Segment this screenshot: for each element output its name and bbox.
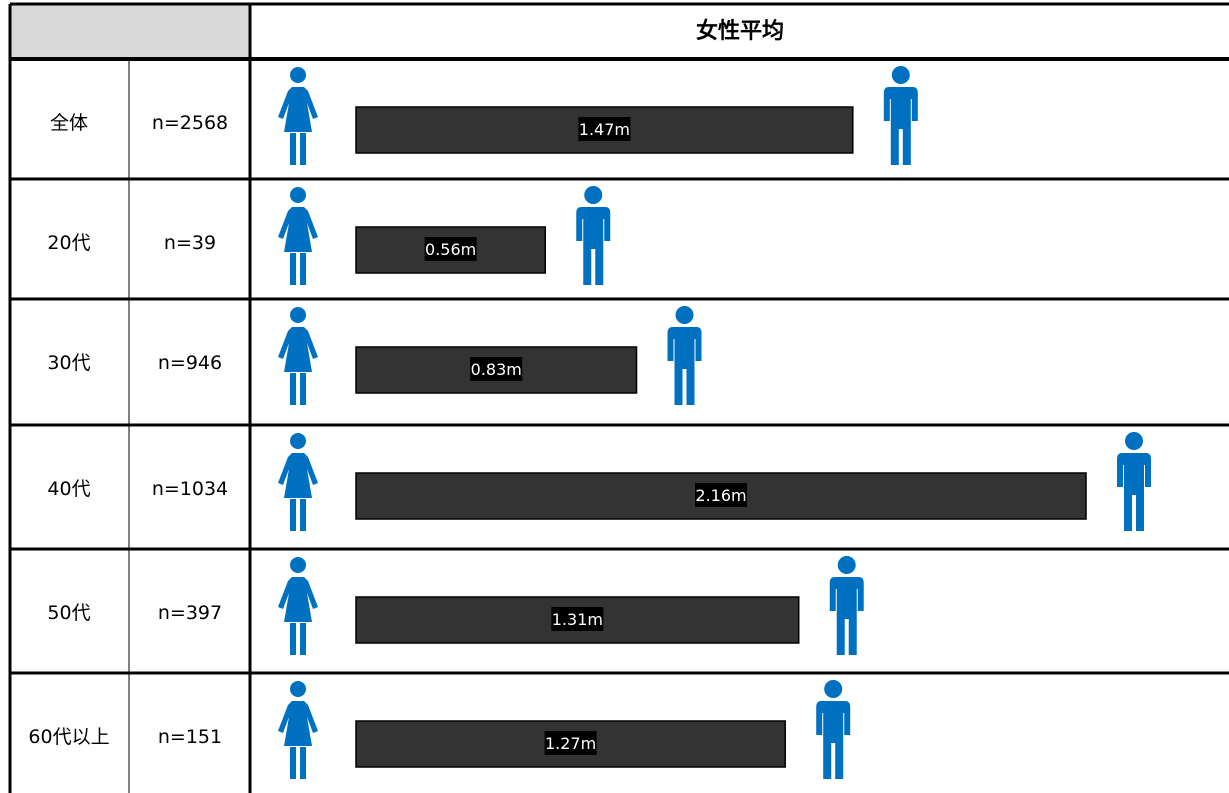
rows-layer: 全体 n=2568 1.47m 20代 n=39 0.56m 30代 n=946 0.83m 40… [10,66,1229,779]
value-label-bg [578,117,631,141]
value-label: 2.16m [695,486,746,505]
female-figure-icon [278,681,318,779]
chart-title: 女性平均 [696,18,784,44]
row-category-label: 50代 [47,602,90,624]
table-row: 20代 n=39 0.56m [10,177,1229,285]
value-label-bg [551,607,604,631]
table-row: 40代 n=1034 2.16m [10,423,1229,531]
male-figure-icon [829,556,864,655]
table-row: 全体 n=2568 1.47m [50,66,918,165]
row-sample-size: n=39 [164,232,216,254]
row-category-label: 全体 [50,112,88,134]
value-label: 0.83m [471,360,522,379]
row-sample-size: n=946 [158,352,222,374]
value-label: 1.31m [552,610,603,629]
female-figure-icon [278,433,318,531]
male-figure-icon [576,186,611,285]
row-sample-size: n=151 [158,726,222,748]
row-category-label: 60代以上 [28,726,109,748]
female-figure-icon [278,187,318,285]
table-row: 60代以上 n=151 1.27m [10,671,1229,779]
male-figure-icon [883,66,918,165]
male-figure-icon [667,306,702,405]
row-category-label: 30代 [47,352,90,374]
value-label: 1.27m [545,734,596,753]
header-left-cell [10,4,250,58]
row-sample-size: n=397 [158,602,222,624]
female-figure-icon [278,307,318,405]
male-figure-icon [1117,432,1151,531]
row-sample-size: n=1034 [152,478,228,500]
row-category-label: 20代 [47,232,90,254]
female-figure-icon [278,557,318,655]
value-label: 0.56m [425,240,476,259]
table-row: 50代 n=397 1.31m [10,547,1229,655]
row-sample-size: n=2568 [152,112,228,134]
value-label-bg [424,237,477,261]
male-figure-icon [816,680,851,779]
row-category-label: 40代 [47,478,90,500]
value-label: 1.47m [579,120,630,139]
value-label-bg [544,731,597,755]
table-row: 30代 n=946 0.83m [10,297,1229,405]
value-label-bg [695,483,747,507]
female-figure-icon [278,67,318,165]
value-label-bg [470,357,523,381]
